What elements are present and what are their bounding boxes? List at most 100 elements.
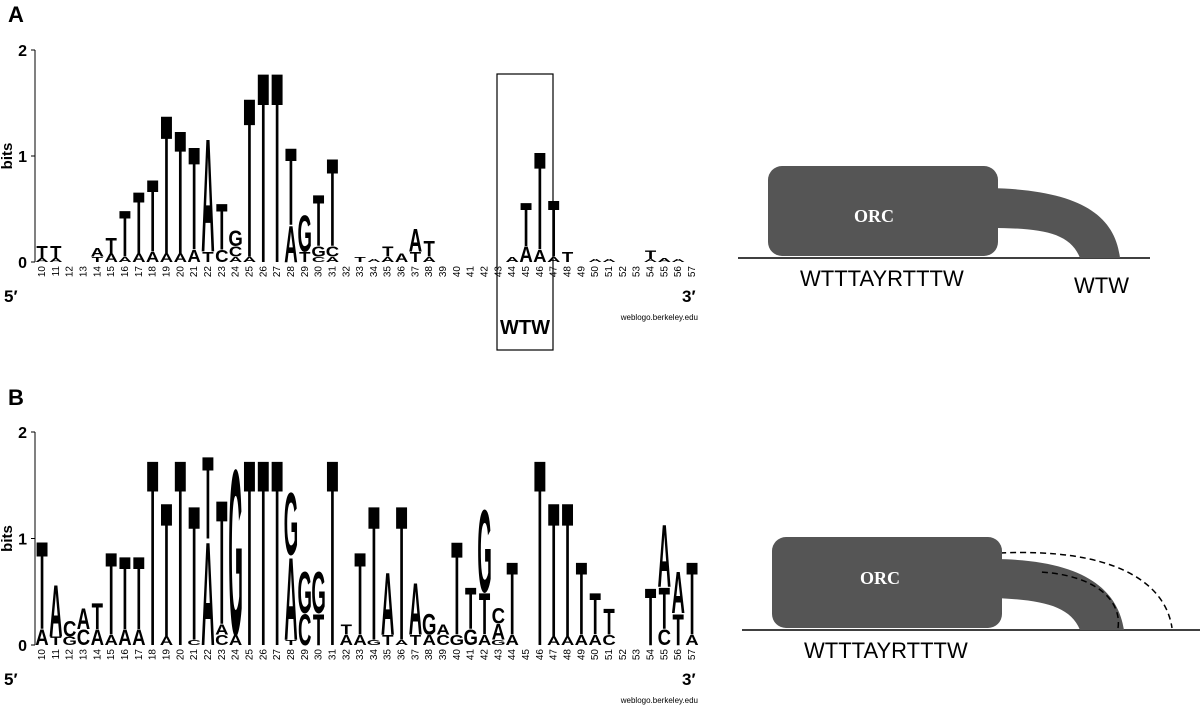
logo-letter: T (258, 15, 269, 320)
position-label: 11 (51, 649, 62, 660)
logo-letter: T (92, 255, 104, 263)
orc-body (768, 166, 998, 256)
position-label: 27 (272, 649, 283, 661)
logo-letter: A (395, 638, 408, 646)
highlight-box (496, 73, 554, 351)
position-label: 54 (646, 266, 657, 278)
logo-letter: A (35, 257, 48, 263)
logo-letter: T (534, 404, 545, 702)
position-label: 22 (203, 649, 214, 661)
position-label: 47 (549, 649, 560, 661)
logo-letter: T (175, 404, 186, 702)
position-label: 46 (535, 649, 546, 661)
position-label: 41 (466, 649, 477, 661)
position-label: 57 (687, 649, 698, 661)
position-label: 10 (37, 266, 48, 278)
logo-letter: A (533, 246, 546, 265)
position-label: 18 (148, 649, 159, 661)
logo-letter: C (312, 255, 325, 263)
position-label: 26 (258, 649, 269, 661)
logo-letter: A (423, 255, 436, 263)
logo-letter: G (463, 625, 477, 650)
motif: WTTTAYRTTTW (804, 638, 968, 663)
position-label: 28 (286, 266, 297, 278)
logo-letter: T (479, 582, 490, 648)
logo-letter: G (450, 632, 464, 649)
position-label: 55 (659, 649, 670, 661)
logo-letter: A (340, 632, 353, 649)
logo-letter: T (520, 191, 531, 260)
position-label: 37 (410, 649, 421, 661)
logo-letter: A (187, 246, 200, 265)
logo-letter: T (119, 198, 130, 272)
position-label: 21 (189, 649, 200, 661)
logo-letter: T (202, 431, 213, 564)
orc-label: ORC (854, 206, 894, 226)
position-label: 26 (258, 266, 269, 278)
logo-letter: C (436, 632, 449, 649)
logo-letter: T (36, 517, 47, 657)
position-label: 41 (466, 266, 477, 278)
y-tick-label: 1 (18, 149, 27, 166)
logo-letter: A (492, 620, 506, 645)
logo-letter: T (562, 249, 574, 266)
orc-tail (995, 559, 1124, 630)
logo-letter: T (327, 133, 338, 273)
logo-letter: T (368, 465, 379, 680)
position-label: 35 (383, 266, 394, 278)
logo-letter: G (228, 420, 242, 685)
logo-letter: T (341, 621, 353, 638)
logo-letter: T (161, 73, 172, 295)
position-label: 23 (217, 266, 228, 278)
position-label: 27 (272, 266, 283, 278)
position-label: 15 (106, 266, 117, 278)
position-label: 33 (355, 649, 366, 661)
position-label: 32 (341, 266, 352, 278)
position-label: 31 (327, 266, 338, 278)
logo-letter: T (645, 572, 656, 663)
logo-letter: T (465, 576, 476, 642)
position-label: 49 (576, 266, 587, 278)
box-label: WTW (500, 317, 550, 339)
position-label: 11 (51, 266, 62, 277)
logo-letter: G (367, 638, 381, 646)
tail-motif: WTW (1074, 273, 1129, 298)
position-label: 14 (92, 649, 103, 661)
logo-letter: A (104, 252, 117, 265)
logo-letter: A (644, 258, 658, 263)
position-label: 52 (618, 649, 629, 661)
position-label: 45 (521, 649, 532, 661)
logo-letter: G (298, 560, 312, 626)
position-label: 37 (410, 266, 421, 278)
logo-letter: T (451, 515, 462, 663)
position-label: 44 (507, 266, 518, 278)
logo-letter: T (188, 117, 199, 281)
position-label: 53 (632, 266, 643, 278)
position-label: 18 (148, 266, 159, 278)
logo-letter: T (105, 235, 117, 259)
logo-letter: T (313, 180, 324, 262)
position-label: 39 (438, 649, 449, 661)
three-prime: 3′ (682, 670, 696, 689)
logo-letter: T (313, 606, 324, 656)
logo-letter: T (507, 541, 518, 657)
five-prime: 5′ (4, 287, 18, 306)
logo-letter: A (229, 632, 242, 649)
logo-letter: G (298, 206, 312, 263)
position-label: 29 (300, 649, 311, 661)
panel-label: B (8, 385, 24, 410)
y-tick-label: 2 (18, 43, 27, 60)
logo-letter: T (424, 238, 436, 262)
position-label: 32 (341, 649, 352, 661)
position-label: 48 (563, 649, 574, 661)
logo-letter: C (63, 617, 77, 642)
logo-letter: T (603, 603, 614, 643)
logo-letter: A (575, 632, 588, 649)
y-tick-label: 0 (18, 638, 27, 655)
logo-letter: C (326, 244, 339, 261)
position-label: 56 (673, 649, 684, 661)
logo-letter: T (396, 465, 407, 680)
logo-letter: T (50, 242, 61, 261)
logo-letter: A (49, 571, 62, 653)
